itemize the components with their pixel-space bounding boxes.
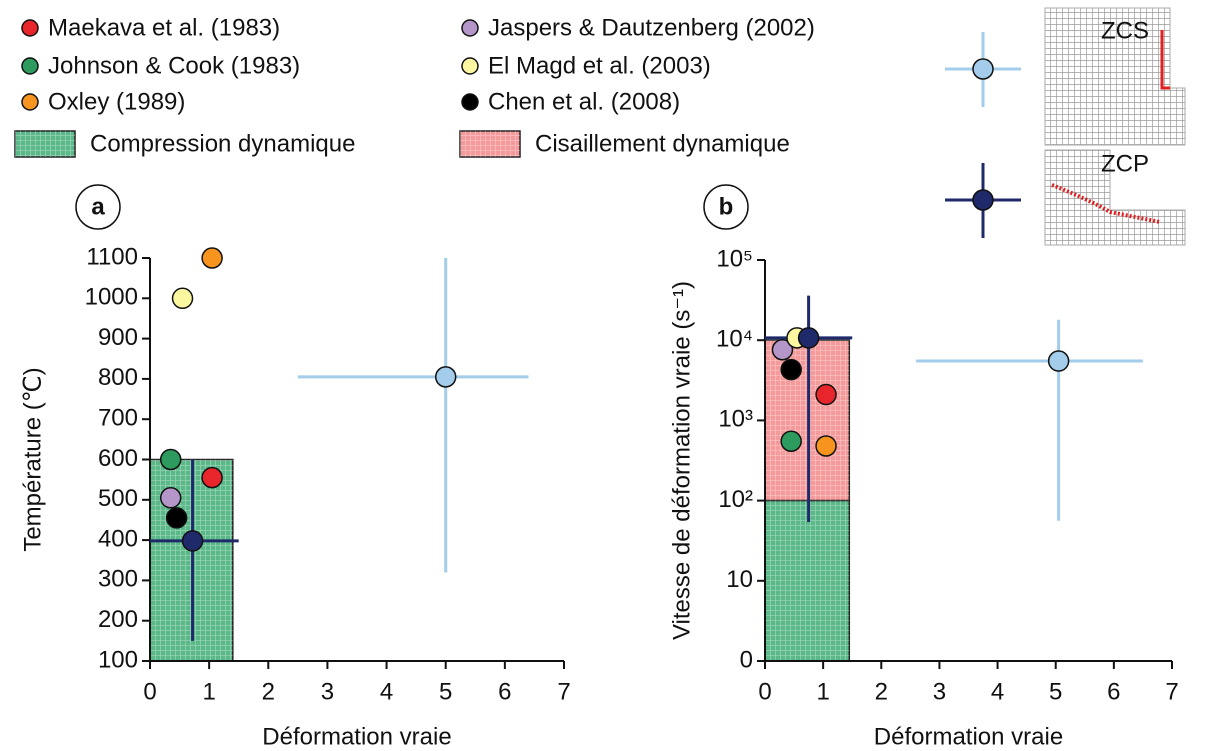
legend-swatch [972, 189, 994, 211]
layer: 0 1 2 3 4 5 6 710020030040050060070080090010001… [14, 14, 1179, 750]
x-tick-label: 7 [1165, 678, 1178, 705]
y-tick-label: 900 [98, 324, 138, 351]
point [815, 435, 837, 457]
panel-badge [703, 184, 749, 230]
y-axis-title: Vitesse de déformation vraie (s⁻¹) [668, 281, 695, 640]
y-tick-label: 1000 [85, 284, 138, 311]
point [771, 339, 794, 361]
point [181, 530, 204, 552]
legend-label: Compression dynamique [90, 130, 355, 157]
point [1047, 350, 1070, 372]
legend-label: Jaspers & Dautzenberg (2002) [488, 14, 815, 41]
region-hatch [765, 500, 850, 661]
legend-hatch [15, 131, 75, 157]
legend-swatch [461, 57, 479, 75]
y-tick-label: 10² [718, 486, 753, 513]
point [159, 448, 182, 471]
y-tick-label: 600 [98, 445, 138, 472]
point [201, 247, 223, 269]
mesh-zcs [1044, 7, 1186, 146]
y-tick-label: 10⁴ [716, 326, 753, 353]
inset-label: ZCS [1101, 17, 1149, 44]
legend-swatch [21, 19, 39, 37]
panel-badge [75, 184, 121, 230]
legend-swatch [461, 19, 479, 37]
x-tick-label: 5 [1049, 678, 1062, 705]
x-tick-label: 6 [1107, 678, 1120, 705]
y-tick-label: 1100 [86, 243, 138, 270]
point [171, 287, 194, 310]
y-tick-label: 10⁵ [716, 245, 753, 272]
x-tick-label: 5 [439, 678, 452, 705]
x-tick-label: 4 [991, 678, 1004, 705]
legend-swatch [21, 57, 39, 75]
x-tick-label: 0 [758, 678, 771, 705]
y-tick-label: 200 [98, 606, 138, 633]
y-tick-label: 800 [98, 364, 138, 391]
x-tick-label: 2 [262, 678, 275, 705]
x-axis-title: Déformation vraie [874, 723, 1063, 750]
x-tick-label: 3 [933, 678, 946, 705]
legend-label: El Magd et al. (2003) [488, 52, 711, 79]
point [780, 430, 802, 452]
panel-label: a [91, 193, 105, 220]
x-tick-label: 2 [875, 678, 888, 705]
point [434, 366, 457, 388]
y-tick-label: 10³ [718, 406, 753, 433]
y-tick-label: 100 [98, 646, 138, 673]
legend-swatch [972, 58, 994, 80]
y-tick-label: 500 [98, 485, 138, 512]
legend-label: Maekava et al. (1983) [48, 14, 280, 41]
legend-label: Chen et al. (2008) [488, 88, 680, 115]
y-tick-label: 0 [740, 646, 753, 673]
x-tick-label: 1 [816, 678, 829, 705]
legend-label: Cisaillement dynamique [535, 130, 790, 157]
y-tick-label: 10 [726, 566, 753, 593]
x-tick-label: 7 [557, 678, 570, 705]
x-tick-label: 4 [380, 678, 393, 705]
x-axis-title: Déformation vraie [262, 723, 451, 750]
x-tick-label: 0 [143, 678, 156, 705]
point [815, 383, 837, 406]
x-tick-label: 1 [202, 678, 215, 705]
legend-label: Johnson & Cook (1983) [48, 52, 300, 79]
legend-hatch [460, 131, 520, 157]
y-tick-label: 700 [98, 405, 138, 432]
y-axis-title: Température (℃) [19, 367, 46, 551]
point [159, 487, 182, 509]
y-tick-label: 400 [98, 525, 138, 552]
x-tick-label: 6 [498, 678, 511, 705]
inset-label: ZCP [1101, 150, 1149, 177]
point [780, 358, 802, 381]
panel-label: b [719, 193, 734, 220]
legend-swatch [461, 93, 479, 111]
legend-swatch [21, 93, 39, 111]
y-tick-label: 300 [98, 566, 138, 593]
point [201, 466, 223, 489]
point [797, 327, 820, 349]
point [165, 507, 188, 529]
x-tick-label: 3 [321, 678, 334, 705]
legend-label: Oxley (1989) [48, 88, 185, 115]
mesh-zcp [1044, 149, 1186, 246]
